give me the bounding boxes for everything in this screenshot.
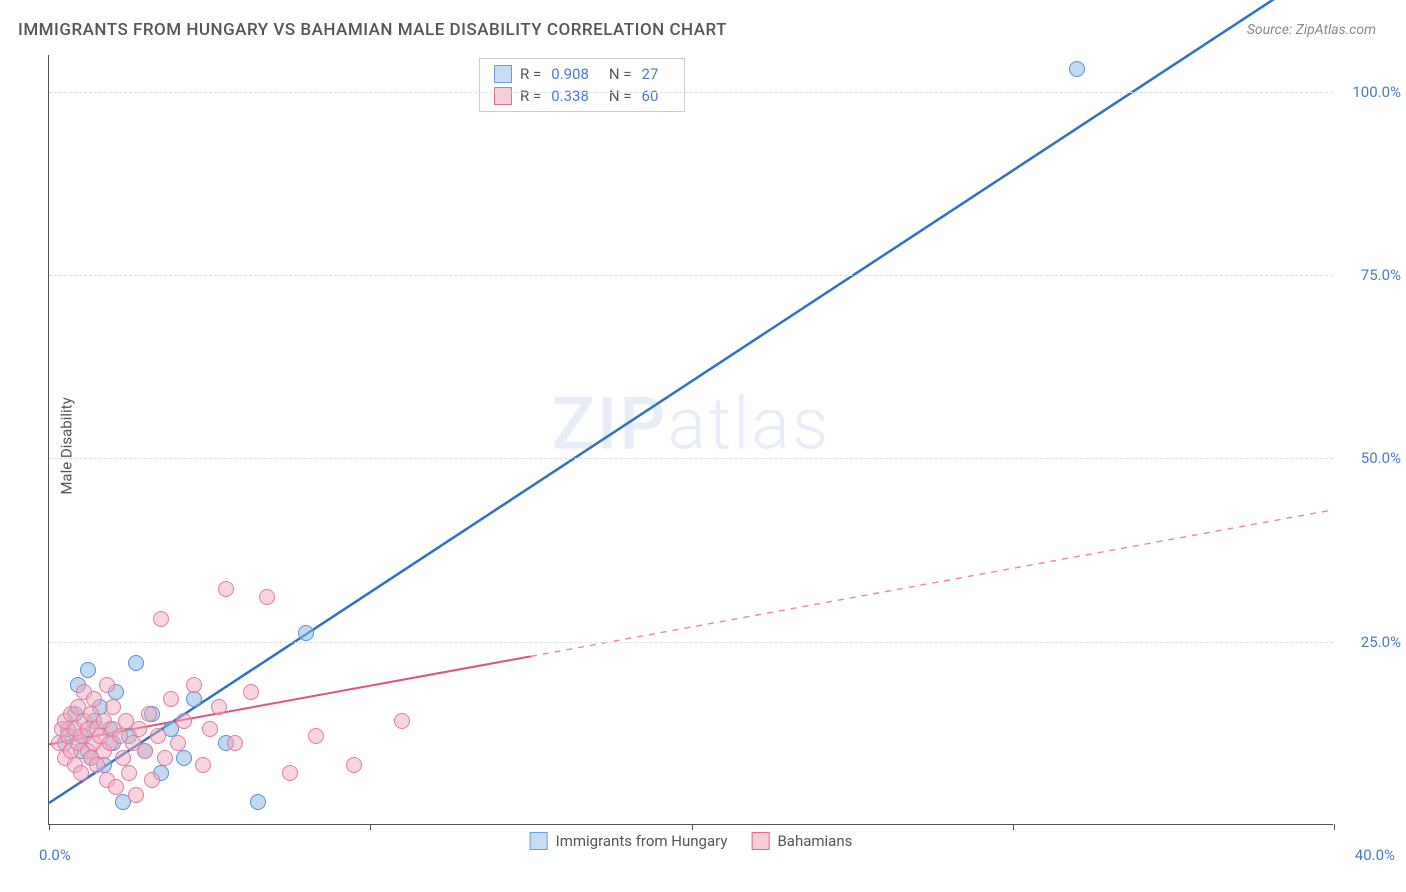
swatch-blue-icon	[494, 65, 512, 83]
regression-lines-layer	[49, 55, 1333, 824]
watermark-zip: ZIP	[552, 382, 668, 467]
scatter-point-pink	[195, 757, 211, 773]
stat-value-n-blue: 27	[642, 65, 659, 83]
scatter-point-pink	[153, 611, 169, 627]
scatter-point-pink	[308, 728, 324, 744]
scatter-point-pink	[259, 589, 275, 605]
scatter-point-pink	[243, 684, 259, 700]
regression-line-blue	[49, 0, 1334, 803]
scatter-point-pink	[137, 743, 153, 759]
x-tick	[1334, 824, 1335, 830]
scatter-point-pink	[99, 677, 115, 693]
scatter-point-pink	[115, 750, 131, 766]
stat-label-r: R =	[520, 65, 541, 83]
scatter-point-pink	[394, 713, 410, 729]
scatter-point-pink	[89, 757, 105, 773]
x-tick-label-max: 40.0%	[1355, 846, 1395, 864]
scatter-point-pink	[202, 721, 218, 737]
scatter-point-pink	[141, 706, 157, 722]
watermark-atlas: atlas	[667, 382, 830, 467]
stat-value-n-pink: 60	[642, 87, 659, 105]
gridline-h	[49, 275, 1333, 276]
stat-label-n: N =	[609, 65, 632, 83]
gridline-h	[49, 642, 1333, 643]
scatter-point-blue	[1069, 61, 1085, 77]
stat-label-n: N =	[609, 87, 632, 105]
y-tick-label: 50.0%	[1361, 449, 1401, 467]
stat-value-r-blue: 0.908	[551, 65, 589, 83]
scatter-point-pink	[86, 691, 102, 707]
stat-label-r: R =	[520, 87, 541, 105]
y-tick-label: 75.0%	[1361, 266, 1401, 284]
x-tick	[49, 824, 50, 830]
chart-container: IMMIGRANTS FROM HUNGARY VS BAHAMIAN MALE…	[0, 0, 1406, 892]
stat-value-r-pink: 0.338	[551, 87, 589, 105]
scatter-point-blue	[176, 750, 192, 766]
legend-item-pink: Bahamians	[751, 832, 852, 850]
scatter-point-pink	[128, 787, 144, 803]
gridline-h	[49, 92, 1333, 93]
y-tick-label: 25.0%	[1361, 633, 1401, 651]
watermark-text: ZIPatlas	[552, 382, 831, 467]
scatter-point-pink	[218, 581, 234, 597]
swatch-pink-icon	[494, 87, 512, 105]
plot-area: ZIPatlas R = 0.908 N = 27 R = 0.338 N = …	[48, 55, 1333, 825]
scatter-point-blue	[298, 625, 314, 641]
scatter-point-pink	[170, 735, 186, 751]
scatter-point-pink	[144, 772, 160, 788]
scatter-point-pink	[186, 677, 202, 693]
x-tick	[692, 824, 693, 830]
y-tick-label: 100.0%	[1352, 83, 1401, 101]
chart-title: IMMIGRANTS FROM HUNGARY VS BAHAMIAN MALE…	[18, 20, 727, 40]
swatch-pink-icon	[751, 832, 769, 850]
scatter-point-pink	[163, 691, 179, 707]
scatter-point-pink	[176, 713, 192, 729]
legend-item-blue: Immigrants from Hungary	[530, 832, 728, 850]
series-legend: Immigrants from Hungary Bahamians	[522, 832, 861, 850]
scatter-point-pink	[105, 699, 121, 715]
scatter-point-blue	[128, 655, 144, 671]
stats-legend-row-blue: R = 0.908 N = 27	[480, 63, 684, 85]
x-tick-label-min: 0.0%	[39, 846, 71, 864]
scatter-point-blue	[80, 662, 96, 678]
scatter-point-pink	[346, 757, 362, 773]
scatter-point-pink	[211, 699, 227, 715]
scatter-point-pink	[73, 765, 89, 781]
scatter-point-pink	[108, 779, 124, 795]
scatter-point-pink	[121, 765, 137, 781]
stats-legend: R = 0.908 N = 27 R = 0.338 N = 60	[479, 58, 685, 112]
x-tick	[370, 824, 371, 830]
scatter-point-blue	[250, 794, 266, 810]
scatter-point-pink	[131, 721, 147, 737]
x-tick	[1013, 824, 1014, 830]
legend-label-blue: Immigrants from Hungary	[556, 832, 728, 850]
legend-label-pink: Bahamians	[777, 832, 852, 850]
swatch-blue-icon	[530, 832, 548, 850]
regression-line-dashed-pink	[531, 510, 1334, 657]
scatter-point-blue	[186, 691, 202, 707]
scatter-point-pink	[282, 765, 298, 781]
stats-legend-row-pink: R = 0.338 N = 60	[480, 85, 684, 107]
scatter-point-pink	[227, 735, 243, 751]
gridline-h	[49, 458, 1333, 459]
scatter-point-pink	[150, 728, 166, 744]
scatter-point-pink	[157, 750, 173, 766]
source-attribution: Source: ZipAtlas.com	[1247, 22, 1376, 38]
